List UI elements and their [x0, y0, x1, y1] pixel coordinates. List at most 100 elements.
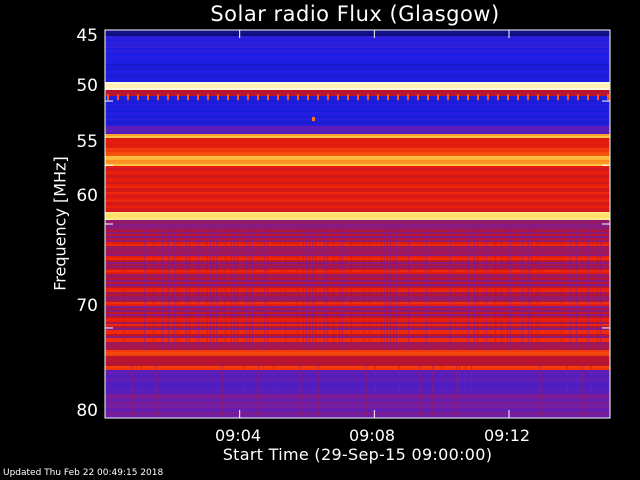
time-streak: [207, 229, 208, 350]
spectrogram-band: [105, 254, 610, 256]
spectrogram-band: [105, 50, 610, 52]
interference-dash: [297, 94, 299, 101]
interference-dash: [417, 94, 419, 101]
spectrogram-band: [105, 264, 610, 266]
spectrogram-band: [105, 346, 610, 348]
interference-dash: [607, 94, 609, 101]
spectrogram-band: [105, 38, 610, 40]
interference-dash: [457, 94, 459, 101]
time-streak: [393, 229, 394, 350]
time-streak: [198, 229, 199, 350]
spectrogram-band: [105, 288, 610, 290]
time-streak: [186, 229, 187, 350]
time-streak: [312, 229, 313, 350]
spectrogram-band: [105, 194, 610, 196]
interference-dash: [197, 94, 199, 101]
interference-dash: [357, 94, 359, 101]
y-tick-label: 55: [76, 132, 98, 152]
interference-dash: [597, 94, 599, 101]
spectrogram-band: [105, 302, 610, 304]
time-streak: [210, 229, 211, 350]
spectrogram-band: [105, 30, 610, 32]
time-streak: [432, 363, 433, 418]
spectrogram-band: [105, 118, 610, 120]
spectrogram-band: [105, 392, 610, 394]
time-streak: [333, 229, 334, 350]
time-streak: [297, 229, 298, 350]
interference-dash: [157, 94, 159, 101]
spectrogram-band: [105, 184, 610, 186]
spectrogram-band: [105, 198, 610, 200]
spectrogram-band: [105, 174, 610, 176]
spectrogram-band: [105, 102, 610, 104]
interference-dash: [397, 94, 399, 101]
spectrogram-band: [105, 126, 610, 128]
spectrogram-band: [105, 416, 610, 418]
spectrogram-band: [105, 340, 610, 342]
spectrogram-band: [105, 158, 610, 160]
spectrogram-band: [105, 322, 610, 324]
spectrogram-band: [105, 306, 610, 308]
spectrogram-band: [105, 352, 610, 354]
spectrogram-band: [105, 256, 610, 258]
spectrogram-band: [105, 168, 610, 170]
time-streak: [408, 229, 409, 350]
spectrogram-band: [105, 414, 610, 416]
spectrogram-band: [105, 152, 610, 154]
spectrogram-band: [105, 108, 610, 110]
interference-dash: [377, 94, 379, 101]
time-streak: [132, 363, 133, 418]
time-streak: [264, 229, 265, 350]
spectrogram-band: [105, 328, 610, 330]
spectrogram-band: [105, 92, 610, 94]
interference-dash: [347, 94, 349, 101]
interference-dash: [147, 94, 149, 101]
time-streak: [303, 229, 304, 350]
spectrogram-band: [105, 232, 610, 234]
time-streak: [588, 229, 589, 350]
spectrogram-band: [105, 182, 610, 184]
time-streak: [576, 229, 577, 350]
time-streak: [375, 363, 376, 418]
interference-dash: [207, 94, 209, 101]
spectrogram-band: [105, 178, 610, 180]
spectrogram-band: [105, 40, 610, 42]
spectrogram-band: [105, 242, 610, 244]
spectrogram-band: [105, 78, 610, 80]
spectrogram-band: [105, 384, 610, 386]
spectrogram-band: [105, 396, 610, 398]
time-streak: [213, 229, 214, 350]
spectrogram-band: [105, 218, 610, 220]
spectrogram-band: [105, 260, 610, 262]
spectrogram-band: [105, 398, 610, 400]
spectrogram-band: [105, 66, 610, 68]
spectrogram-band: [105, 316, 610, 318]
spectrogram-band: [105, 318, 610, 320]
time-streak: [561, 229, 562, 350]
spectrogram-band: [105, 42, 610, 44]
spectrogram-band: [105, 128, 610, 130]
interference-dash: [507, 94, 509, 101]
time-streak: [528, 229, 529, 350]
spectrogram-band: [105, 380, 610, 382]
updated-timestamp: Updated Thu Feb 22 00:49:15 2018: [3, 468, 164, 478]
time-streak: [351, 229, 352, 350]
spectrogram-band: [105, 376, 610, 378]
y-tick-label: 80: [76, 401, 98, 421]
time-streak: [540, 363, 541, 418]
spectrogram-band: [105, 358, 610, 360]
spectrogram-band: [105, 144, 610, 146]
spectrogram-band: [105, 388, 610, 390]
spectrogram-band: [105, 202, 610, 204]
spectrogram-band: [105, 206, 610, 208]
spectrogram-band: [105, 208, 610, 210]
time-streak: [249, 229, 250, 350]
spectrogram-band: [105, 300, 610, 302]
spectrogram-band: [105, 406, 610, 408]
spectrogram-band: [105, 342, 610, 344]
interference-dash: [537, 94, 539, 101]
spectrogram-band: [105, 140, 610, 142]
spectrogram-band: [105, 382, 610, 384]
interference-dash: [267, 94, 269, 101]
time-streak: [339, 229, 340, 350]
